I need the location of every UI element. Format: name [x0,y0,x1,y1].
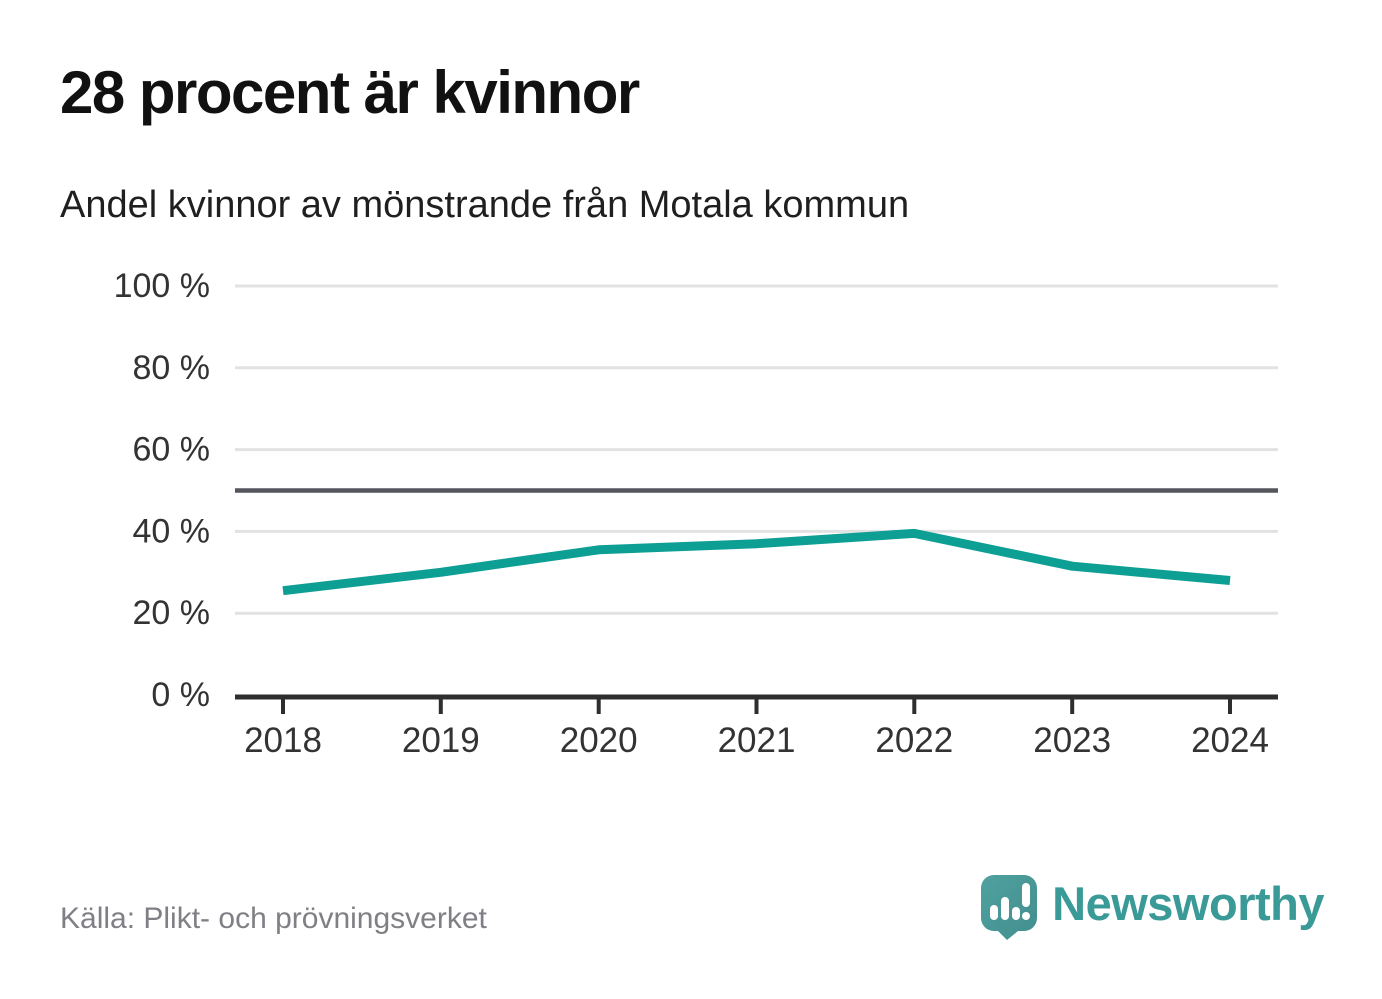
x-tick-label: 2023 [1033,721,1111,760]
logo-bar-1 [990,905,999,920]
y-tick-label: 100 % [114,267,210,305]
chart-subtitle: Andel kvinnor av mönstrande från Motala … [60,184,910,226]
x-tick-label: 2021 [718,721,796,760]
line-chart: 2018 2019 2020 2021 2022 2023 2024 0 % 20 % 40 % 6… [114,267,1278,760]
newsworthy-logo-icon [981,875,1038,940]
x-tick-label: 2018 [244,721,322,760]
x-tick-label: 2022 [875,721,953,760]
source-note: Källa: Plikt- och prövningsverket [60,902,487,935]
logo-bar-2 [1001,897,1010,920]
logo-bar-3 [1012,907,1021,920]
x-tick-label: 2024 [1191,721,1269,760]
page-title: 28 procent är kvinnor [60,59,640,126]
y-tick-label: 80 % [133,349,211,387]
y-tick-label: 60 % [133,431,211,469]
y-tick-label: 40 % [133,512,211,550]
x-tick-label: 2019 [402,721,480,760]
brand-wordmark: Newsworthy [1052,876,1324,930]
logo-exclamation-dot [1022,912,1031,920]
brand-logo: Newsworthy [980,874,1324,940]
x-tick-label: 2020 [560,721,638,760]
y-tick-label: 20 % [133,594,211,632]
y-tick-label: 0 % [151,676,210,714]
footer: Källa: Plikt- och prövningsverket Newswo… [0,868,1382,958]
data-line-andel-kvinnor [282,528,1231,596]
logo-exclamation-bar [1022,883,1031,907]
